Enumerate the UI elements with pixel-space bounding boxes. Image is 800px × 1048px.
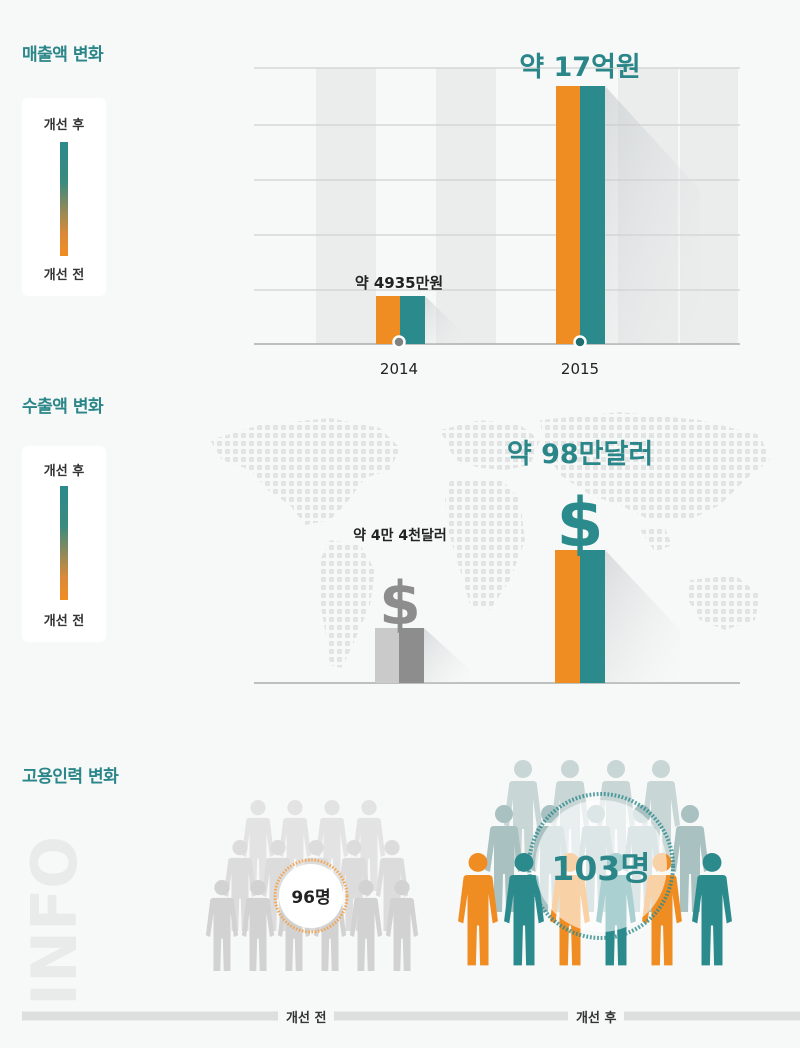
legend-before-label: 개선 전 bbox=[43, 614, 85, 629]
employment-section-title: 고용인력 변화 bbox=[22, 767, 119, 787]
employment-badge-before: 96명 bbox=[273, 858, 349, 934]
info-side-label: INFO bbox=[20, 836, 80, 1006]
export-chart: $ $ 약 4만 4천달러 약 98만달러 bbox=[210, 412, 770, 684]
export-bar-after-teal bbox=[580, 550, 605, 683]
revenue-bar-2014-after bbox=[400, 296, 425, 344]
dollar-icon: $ bbox=[556, 484, 603, 563]
bar-shadow bbox=[425, 296, 460, 344]
revenue-chart: 약 4935만원 약 17억원 2014 2015 bbox=[254, 52, 740, 378]
revenue-tick-2015: 2015 bbox=[561, 360, 599, 378]
export-legend: 개선 후 개선 전 bbox=[22, 446, 106, 642]
export-data-label-after: 약 98만달러 bbox=[507, 439, 653, 470]
revenue-marker-2014 bbox=[392, 335, 406, 349]
person-icon bbox=[349, 880, 383, 971]
person-icon bbox=[241, 880, 275, 971]
info-side-text: INFO bbox=[20, 836, 80, 1006]
export-data-label-before: 약 4만 4천달러 bbox=[353, 527, 447, 544]
bar-shadow bbox=[605, 86, 700, 344]
revenue-data-label-2014: 약 4935만원 bbox=[355, 274, 443, 292]
employment-badge-after: 103명 bbox=[527, 792, 675, 940]
employment-value-after: 103명 bbox=[551, 849, 650, 888]
revenue-bar-2015-after bbox=[580, 86, 605, 344]
person-icon bbox=[458, 853, 498, 966]
legend-gradient-bar bbox=[60, 486, 68, 600]
employment-label-before: 개선 전 bbox=[278, 1007, 335, 1026]
legend-after-label: 개선 후 bbox=[43, 118, 85, 133]
person-icon bbox=[385, 880, 419, 971]
world-map-background bbox=[210, 412, 770, 668]
revenue-data-label-2015: 약 17억원 bbox=[519, 52, 641, 83]
grid-stripe bbox=[316, 68, 376, 344]
dollar-icon: $ bbox=[379, 569, 421, 639]
legend-after-label: 개선 후 bbox=[43, 464, 85, 479]
revenue-bar-2015-before bbox=[556, 86, 580, 344]
export-bar-after-orange bbox=[555, 550, 580, 683]
legend-before-label: 개선 전 bbox=[43, 268, 85, 283]
bar-shadow bbox=[424, 628, 470, 683]
person-icon bbox=[205, 880, 239, 971]
employment-value-before: 96명 bbox=[291, 888, 330, 908]
revenue-tick-2014: 2014 bbox=[380, 360, 418, 378]
revenue-marker-2015 bbox=[573, 335, 587, 349]
export-bar-before-dark bbox=[399, 628, 424, 683]
bar-shadow bbox=[605, 550, 680, 683]
grid-stripe bbox=[436, 68, 496, 344]
revenue-legend: 개선 후 개선 전 bbox=[22, 98, 106, 296]
legend-gradient-bar bbox=[60, 142, 68, 256]
export-section-title: 수출액 변화 bbox=[22, 397, 104, 417]
employment-label-after: 개선 후 bbox=[568, 1007, 625, 1026]
revenue-section-title: 매출액 변화 bbox=[22, 45, 104, 65]
export-bar-before-light bbox=[375, 628, 399, 683]
person-icon bbox=[692, 853, 732, 966]
